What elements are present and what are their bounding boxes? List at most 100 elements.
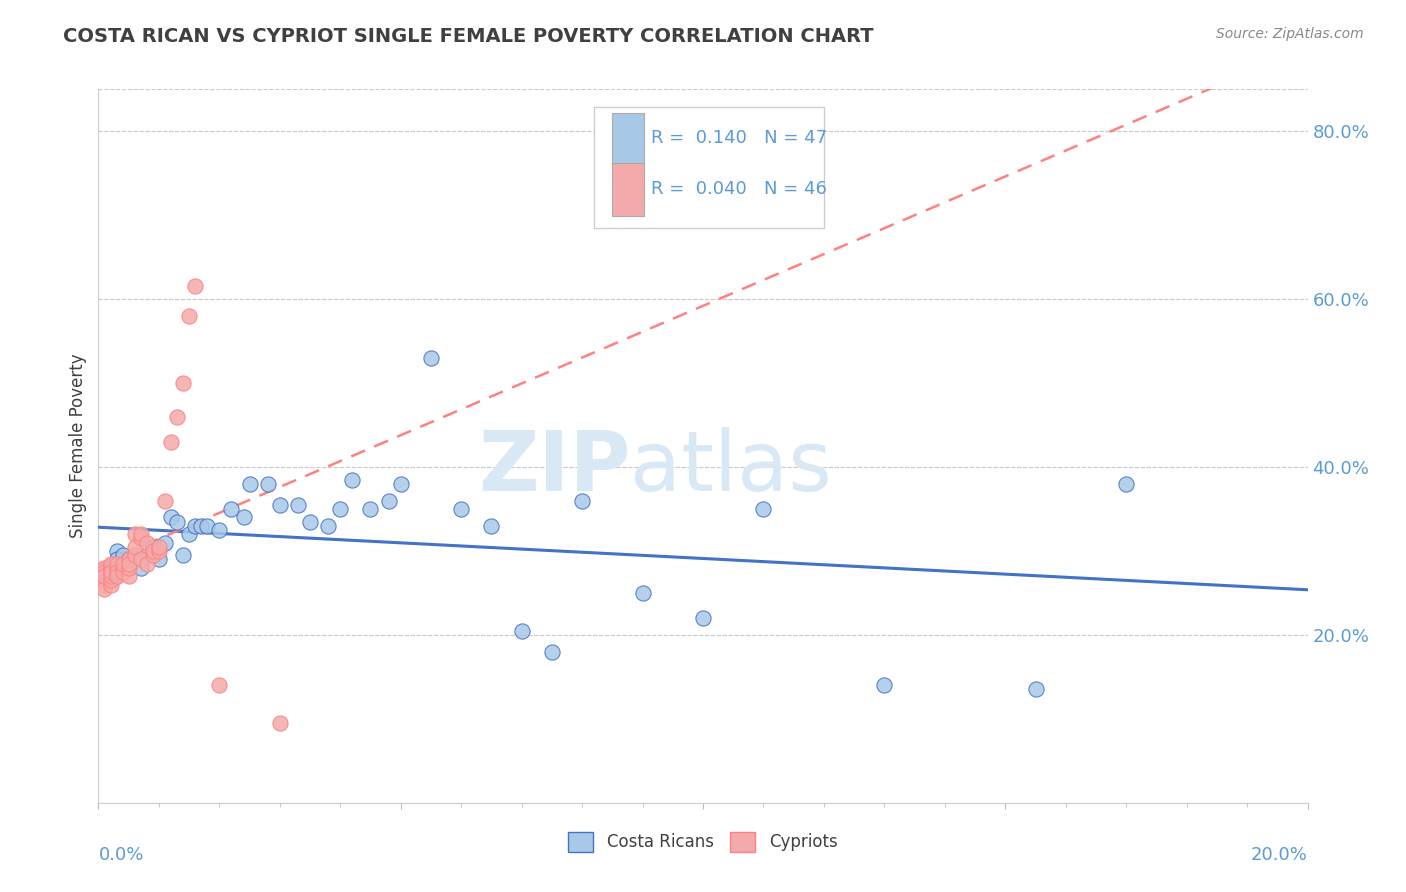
Point bbox=[93, 565, 115, 579]
Point bbox=[1024, 682, 1046, 697]
Point bbox=[873, 678, 896, 692]
Point bbox=[105, 565, 128, 579]
FancyBboxPatch shape bbox=[613, 162, 644, 216]
Point bbox=[124, 548, 146, 562]
Point bbox=[118, 557, 141, 571]
Point bbox=[93, 577, 115, 591]
Point bbox=[329, 502, 352, 516]
Text: 0.0%: 0.0% bbox=[98, 846, 143, 863]
Point bbox=[172, 376, 194, 390]
Text: Source: ZipAtlas.com: Source: ZipAtlas.com bbox=[1216, 27, 1364, 41]
Point bbox=[481, 518, 503, 533]
Point bbox=[111, 560, 134, 574]
Point bbox=[135, 557, 157, 571]
Point bbox=[510, 624, 533, 638]
Point bbox=[195, 518, 218, 533]
Point bbox=[172, 548, 194, 562]
Point bbox=[129, 527, 152, 541]
Point bbox=[342, 473, 364, 487]
Point bbox=[124, 540, 146, 554]
Point bbox=[118, 560, 141, 574]
Point bbox=[93, 569, 115, 583]
FancyBboxPatch shape bbox=[595, 107, 824, 228]
Point bbox=[316, 518, 339, 533]
FancyBboxPatch shape bbox=[613, 112, 644, 166]
Point bbox=[100, 565, 122, 579]
Point bbox=[142, 544, 165, 558]
Point bbox=[166, 409, 188, 424]
Point bbox=[360, 502, 382, 516]
Point bbox=[269, 716, 291, 731]
Point bbox=[93, 582, 115, 596]
Point bbox=[377, 493, 399, 508]
Point bbox=[571, 493, 593, 508]
Point bbox=[100, 574, 122, 588]
Point bbox=[148, 544, 170, 558]
Point bbox=[105, 569, 128, 583]
Point bbox=[184, 279, 207, 293]
Point bbox=[135, 535, 157, 549]
Point bbox=[450, 502, 472, 516]
Point bbox=[111, 560, 134, 574]
Point bbox=[105, 569, 128, 583]
Point bbox=[129, 560, 152, 574]
Point bbox=[105, 552, 128, 566]
Point bbox=[166, 515, 188, 529]
Point bbox=[111, 565, 134, 579]
Point bbox=[269, 498, 291, 512]
Point bbox=[287, 498, 309, 512]
Y-axis label: Single Female Poverty: Single Female Poverty bbox=[69, 354, 87, 538]
Point bbox=[142, 540, 165, 554]
Point bbox=[100, 565, 122, 579]
Text: R =  0.140   N = 47: R = 0.140 N = 47 bbox=[651, 128, 827, 146]
Point bbox=[256, 476, 278, 491]
Point bbox=[1115, 476, 1137, 491]
Point bbox=[142, 548, 165, 562]
Point bbox=[631, 586, 654, 600]
Point bbox=[135, 548, 157, 562]
Point bbox=[148, 540, 170, 554]
Point bbox=[105, 560, 128, 574]
Point bbox=[208, 523, 231, 537]
Point bbox=[184, 518, 207, 533]
Point bbox=[179, 527, 201, 541]
Point bbox=[179, 309, 201, 323]
Point bbox=[118, 569, 141, 583]
Text: ZIP: ZIP bbox=[478, 427, 630, 508]
Point bbox=[221, 502, 243, 516]
Point bbox=[190, 518, 212, 533]
Point bbox=[105, 544, 128, 558]
Point bbox=[111, 548, 134, 562]
Point bbox=[129, 532, 152, 546]
Point bbox=[153, 535, 176, 549]
Point bbox=[692, 611, 714, 625]
Point bbox=[239, 476, 262, 491]
Point bbox=[160, 434, 183, 449]
Point bbox=[153, 493, 176, 508]
Point bbox=[160, 510, 183, 524]
Point bbox=[124, 527, 146, 541]
Point bbox=[148, 552, 170, 566]
Point bbox=[752, 502, 775, 516]
Point bbox=[208, 678, 231, 692]
Text: atlas: atlas bbox=[630, 427, 832, 508]
Point bbox=[100, 577, 122, 591]
Point bbox=[93, 569, 115, 583]
Point bbox=[118, 552, 141, 566]
Point bbox=[100, 569, 122, 583]
Point bbox=[129, 552, 152, 566]
Point bbox=[100, 560, 122, 574]
Point bbox=[93, 560, 115, 574]
Point bbox=[111, 557, 134, 571]
Text: R =  0.040   N = 46: R = 0.040 N = 46 bbox=[651, 180, 827, 198]
Point bbox=[93, 569, 115, 583]
Text: COSTA RICAN VS CYPRIOT SINGLE FEMALE POVERTY CORRELATION CHART: COSTA RICAN VS CYPRIOT SINGLE FEMALE POV… bbox=[63, 27, 875, 45]
Point bbox=[93, 574, 115, 588]
Point bbox=[232, 510, 254, 524]
Point bbox=[100, 557, 122, 571]
Point bbox=[105, 557, 128, 571]
Point bbox=[118, 552, 141, 566]
Point bbox=[540, 645, 562, 659]
Text: 20.0%: 20.0% bbox=[1251, 846, 1308, 863]
Point bbox=[124, 548, 146, 562]
